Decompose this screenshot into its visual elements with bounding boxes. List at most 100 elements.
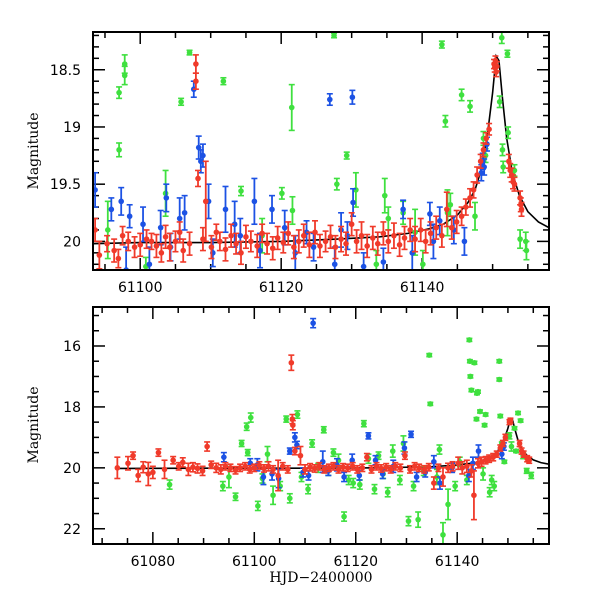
- marker: [265, 463, 272, 470]
- data-point-green: [166, 479, 173, 490]
- data-point-green: [244, 448, 251, 457]
- data-point-red: [411, 461, 418, 471]
- marker: [467, 195, 473, 201]
- data-point-blue: [461, 226, 468, 256]
- marker: [331, 261, 338, 268]
- data-point-red: [348, 211, 355, 237]
- x-tick-label: 61140: [435, 554, 480, 570]
- data-point-green: [467, 99, 474, 113]
- marker: [251, 465, 258, 471]
- marker: [410, 483, 417, 489]
- marker: [247, 414, 254, 421]
- data-point-red: [385, 229, 392, 254]
- marker: [238, 250, 244, 256]
- marker: [358, 232, 365, 239]
- marker: [148, 238, 155, 245]
- marker: [221, 454, 227, 460]
- data-point-red: [275, 459, 282, 492]
- marker: [238, 188, 244, 194]
- top-panel-y-axis-title: Magnitude: [26, 112, 42, 189]
- marker: [226, 474, 232, 480]
- marker: [384, 489, 391, 496]
- data-point-green: [320, 425, 327, 434]
- marker: [381, 192, 388, 199]
- data-point-red: [264, 232, 271, 255]
- marker: [507, 417, 514, 424]
- bottom-panel-ticks: [93, 307, 549, 545]
- data-point-green: [186, 49, 193, 56]
- data-point-green: [499, 143, 506, 157]
- data-point-green: [371, 483, 378, 495]
- marker: [417, 227, 424, 233]
- data-point-red: [445, 462, 452, 474]
- marker: [233, 240, 239, 247]
- marker: [466, 337, 473, 343]
- data-point-red: [378, 463, 385, 473]
- marker: [370, 235, 376, 241]
- data-point-green: [473, 416, 480, 422]
- marker: [496, 358, 503, 365]
- data-point-red: [325, 463, 332, 473]
- data-point-green: [508, 441, 515, 452]
- marker: [270, 492, 276, 499]
- top-panel-y-tick-labels: 18.5 19 19.5 20: [50, 63, 81, 251]
- marker: [517, 236, 523, 242]
- marker: [222, 246, 229, 253]
- data-point-red: [493, 60, 500, 72]
- marker: [396, 242, 403, 248]
- marker: [500, 164, 506, 170]
- data-point-red: [135, 468, 142, 483]
- data-point-red: [401, 451, 408, 461]
- data-point-red: [295, 229, 302, 254]
- data-point-red: [189, 461, 196, 473]
- data-point-red: [170, 455, 177, 465]
- data-point-red: [486, 454, 493, 464]
- marker: [232, 467, 239, 474]
- data-point-red: [115, 248, 122, 269]
- marker: [499, 451, 505, 457]
- data-point-green: [501, 458, 508, 465]
- marker: [422, 238, 429, 245]
- marker: [254, 243, 261, 249]
- data-point-green: [466, 358, 473, 365]
- data-point-green: [278, 186, 285, 200]
- data-point-green: [350, 477, 357, 489]
- marker: [452, 483, 458, 489]
- data-point-green: [439, 521, 446, 544]
- marker: [309, 440, 315, 447]
- data-point-red: [344, 463, 351, 473]
- data-point-red: [421, 464, 428, 474]
- data-point-blue: [257, 232, 264, 269]
- marker: [222, 463, 229, 470]
- marker: [364, 454, 370, 460]
- marker: [475, 448, 482, 454]
- marker: [310, 320, 316, 326]
- data-point-red: [202, 160, 209, 243]
- data-point-red: [148, 232, 155, 251]
- marker: [427, 401, 434, 407]
- marker: [380, 259, 387, 265]
- marker: [248, 238, 254, 245]
- data-point-green: [496, 376, 503, 383]
- marker: [483, 135, 490, 142]
- data-point-green: [471, 201, 478, 231]
- marker: [345, 477, 352, 483]
- marker: [341, 513, 347, 520]
- data-point-red: [327, 224, 334, 250]
- marker: [264, 451, 271, 457]
- data-point-green: [270, 485, 277, 506]
- data-point-red: [194, 463, 201, 474]
- data-point-red: [274, 225, 281, 251]
- marker: [439, 232, 445, 239]
- x-tick-label: 61080: [131, 554, 176, 570]
- bottom-panel-data-points: [114, 317, 535, 544]
- marker: [237, 232, 244, 239]
- data-point-red: [425, 462, 432, 472]
- data-point-red: [338, 225, 345, 253]
- data-point-red: [180, 238, 187, 263]
- marker: [449, 463, 456, 470]
- marker: [440, 532, 446, 538]
- marker: [348, 221, 355, 228]
- data-point-red: [416, 463, 423, 473]
- marker: [502, 434, 509, 441]
